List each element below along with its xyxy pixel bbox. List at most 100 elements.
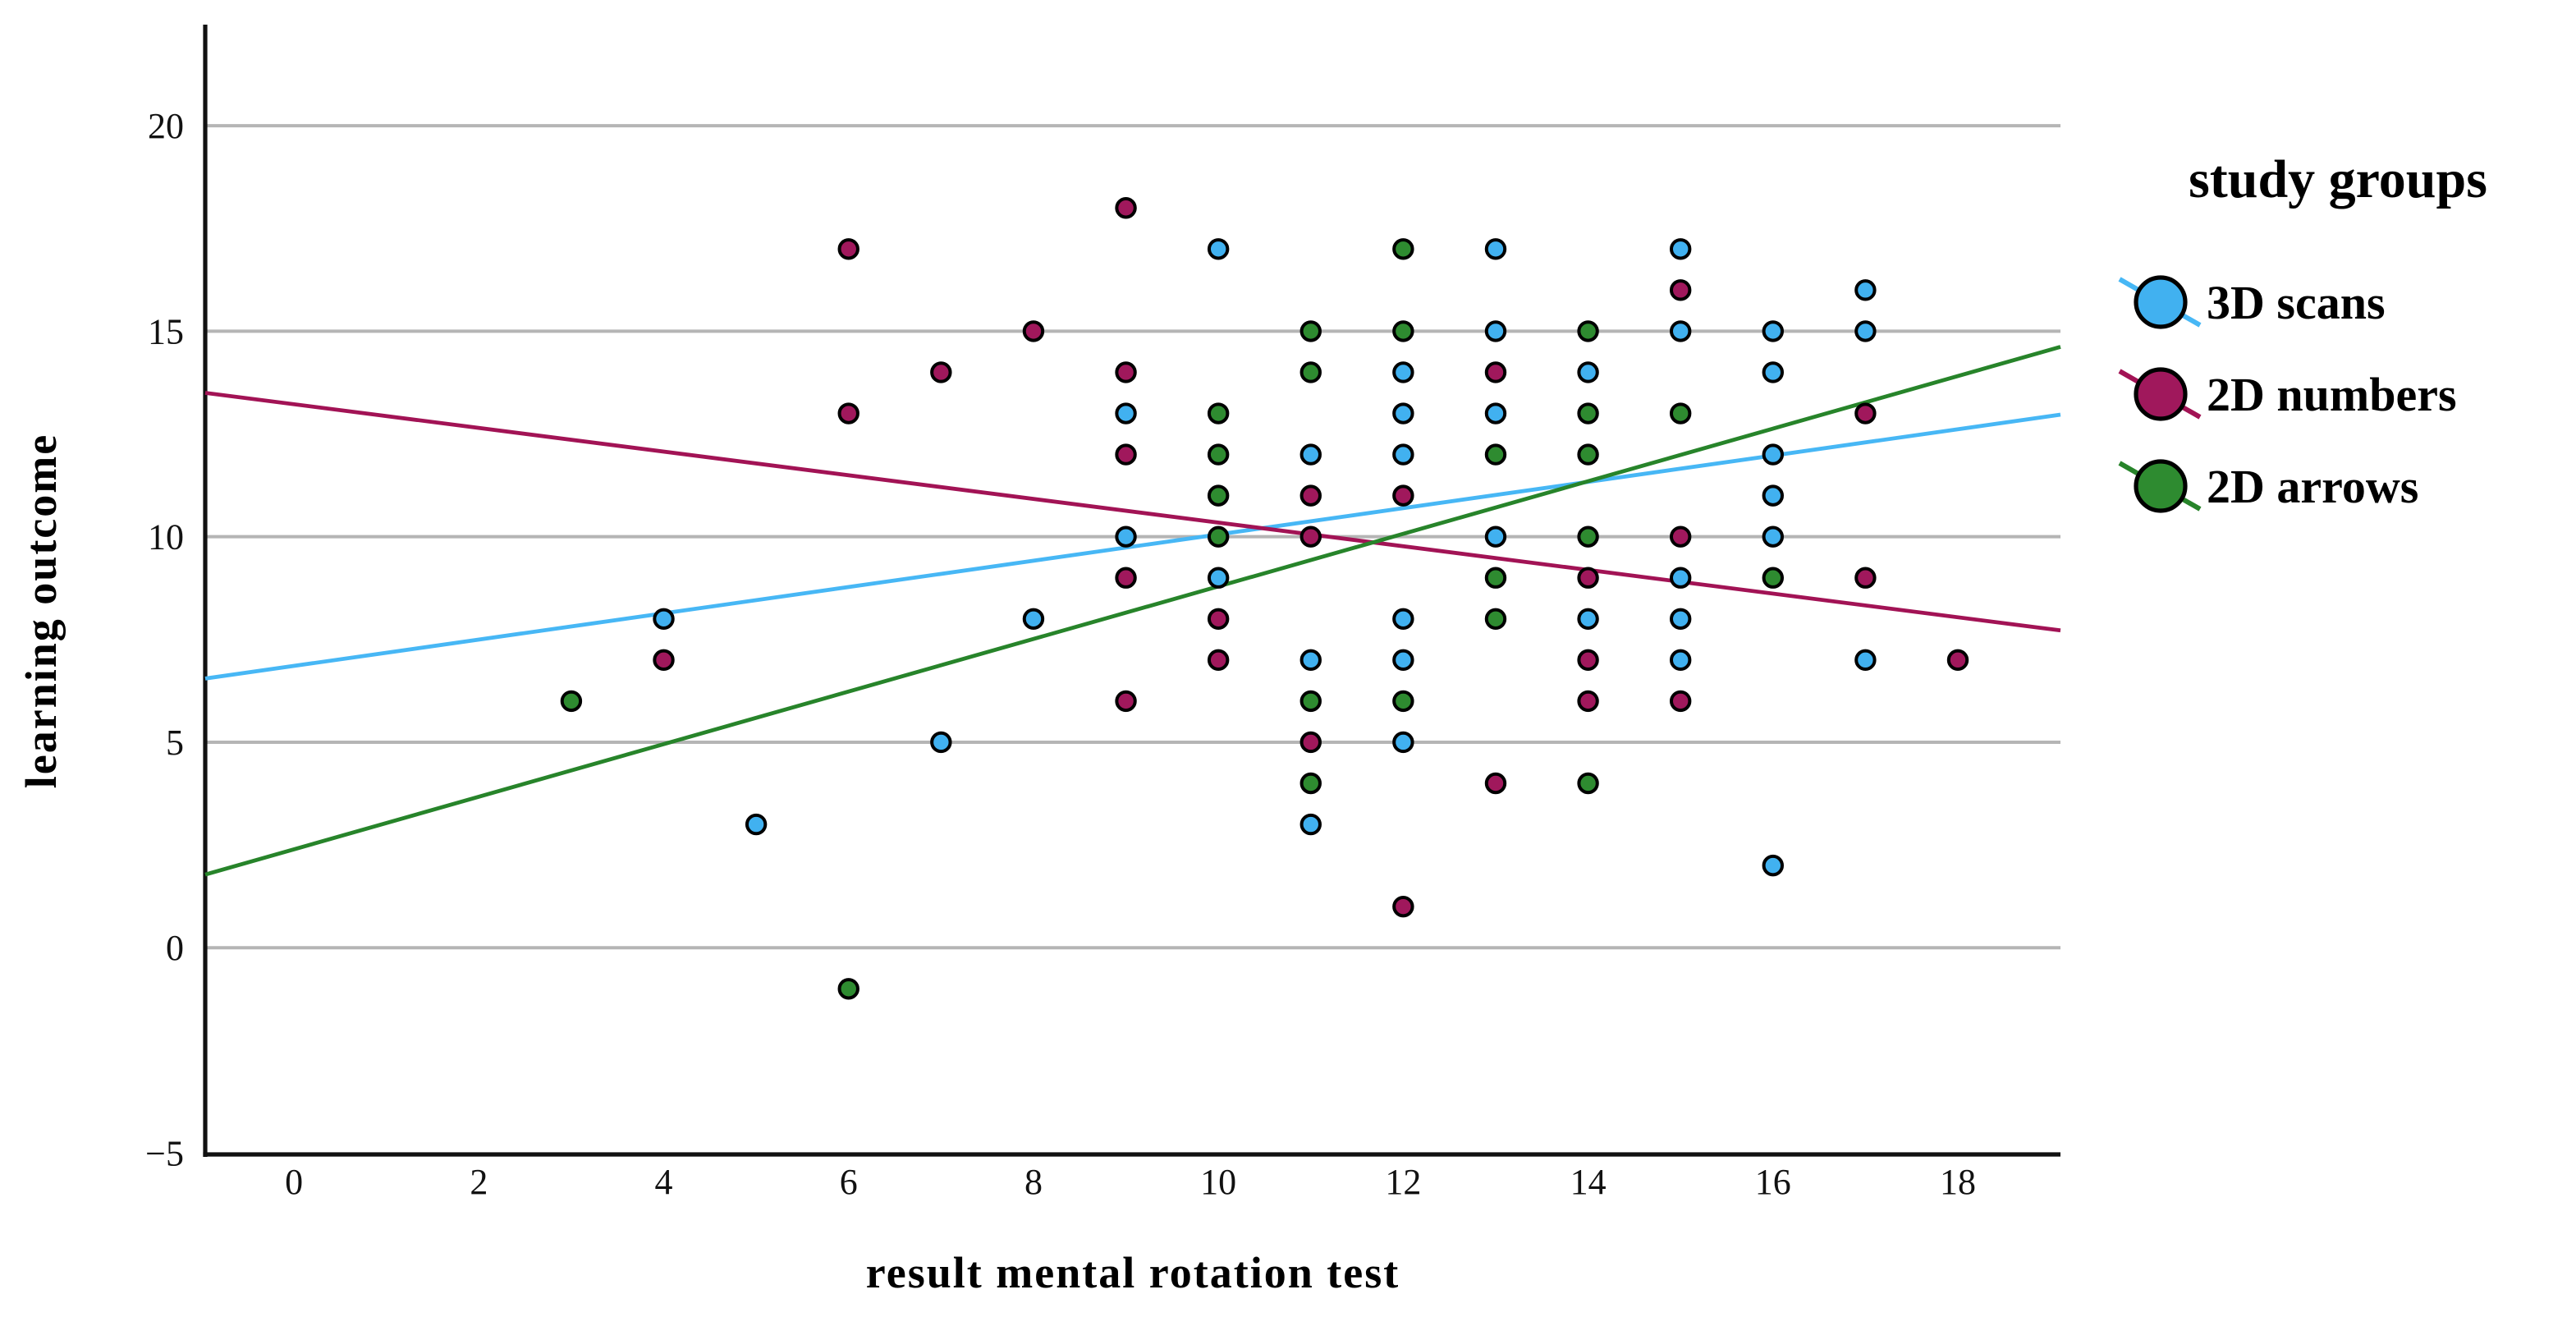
data-point-2d-numbers	[837, 238, 859, 260]
data-point-3d-scans	[1115, 525, 1137, 548]
trend-line-2d-arrows	[204, 345, 2061, 877]
data-point-3d-scans	[1854, 279, 1877, 301]
data-point-3d-scans	[1762, 443, 1784, 466]
data-point-2d-arrows	[1577, 525, 1599, 548]
data-point-3d-scans	[1484, 525, 1507, 548]
data-point-2d-numbers	[1854, 402, 1877, 424]
legend: study groups 3D scans 2D numbers 2D arro…	[2118, 149, 2487, 513]
x-axis-title: result mental rotation test	[866, 1248, 1400, 1297]
data-point-2d-numbers	[930, 361, 952, 383]
x-tick-label: 18	[1940, 1162, 1976, 1202]
data-point-2d-arrows	[1484, 443, 1507, 466]
legend-marker-circle-0	[2134, 275, 2188, 329]
data-point-3d-scans	[1484, 402, 1507, 424]
data-point-2d-arrows	[1484, 608, 1507, 630]
y-axis-title: learning outcome	[16, 434, 66, 788]
plot-area: 0 2 4 6 8 10 12 14 16 18 −5 0 5 10 15 20	[145, 25, 2061, 1202]
data-point-2d-numbers	[1207, 608, 1230, 630]
x-tick-label: 16	[1755, 1162, 1791, 1202]
data-point-3d-scans	[1299, 813, 1322, 836]
data-point-3d-scans	[1762, 525, 1784, 548]
data-point-2d-arrows	[1207, 484, 1230, 507]
x-tick-label: 2	[470, 1162, 488, 1202]
legend-marker-circle-1	[2134, 367, 2188, 421]
data-point-2d-numbers	[1299, 525, 1322, 548]
x-tick-label: 0	[285, 1162, 303, 1202]
data-point-2d-arrows	[1207, 402, 1230, 424]
data-point-3d-scans	[1484, 320, 1507, 342]
data-point-3d-scans	[1392, 361, 1414, 383]
data-point-2d-numbers	[1115, 197, 1137, 219]
data-point-2d-arrows	[837, 978, 859, 1000]
x-tick-label: 8	[1024, 1162, 1043, 1202]
legend-item-3d-scans: 3D scans	[2118, 275, 2386, 329]
data-point-3d-scans	[1392, 402, 1414, 424]
data-point-2d-numbers	[1669, 690, 1692, 713]
data-point-3d-scans	[1854, 649, 1877, 672]
data-point-2d-arrows	[1299, 690, 1322, 713]
data-point-2d-numbers	[1577, 690, 1599, 713]
x-tick-label: 6	[840, 1162, 858, 1202]
data-point-3d-scans	[1392, 731, 1414, 754]
data-point-2d-arrows	[1484, 567, 1507, 589]
data-point-2d-numbers	[1577, 649, 1599, 672]
data-point-2d-arrows	[1299, 361, 1322, 383]
trend-line-3d-scans	[204, 412, 2061, 681]
data-point-2d-numbers	[1669, 525, 1692, 548]
legend-marker-circle-2	[2134, 459, 2188, 513]
data-point-3d-scans	[1669, 649, 1692, 672]
data-point-3d-scans	[1392, 443, 1414, 466]
data-point-3d-scans	[1854, 320, 1877, 342]
data-point-3d-scans	[1762, 854, 1784, 877]
y-tick-label: 0	[166, 928, 184, 968]
data-point-3d-scans	[1299, 649, 1322, 672]
data-point-2d-numbers	[1484, 772, 1507, 795]
data-point-3d-scans	[1669, 567, 1692, 589]
data-point-3d-scans	[930, 731, 952, 754]
y-tick-label: 5	[166, 723, 184, 763]
data-point-2d-arrows	[1207, 443, 1230, 466]
legend-title: study groups	[2189, 149, 2487, 209]
data-point-3d-scans	[1392, 608, 1414, 630]
data-point-3d-scans	[1207, 567, 1230, 589]
data-point-3d-scans	[1762, 361, 1784, 383]
data-point-2d-numbers	[653, 649, 675, 672]
data-point-3d-scans	[1669, 238, 1692, 260]
legend-item-label: 3D scans	[2207, 276, 2386, 329]
data-point-2d-numbers	[1946, 649, 1969, 672]
legend-item-2d-numbers: 2D numbers	[2118, 367, 2457, 421]
data-point-2d-arrows	[1392, 320, 1414, 342]
x-tick-label: 10	[1200, 1162, 1236, 1202]
y-tick-label: 10	[148, 517, 184, 558]
data-point-2d-numbers	[1115, 690, 1137, 713]
legend-item-2d-arrows: 2D arrows	[2118, 459, 2418, 513]
data-point-3d-scans	[1669, 608, 1692, 630]
x-tick-label: 4	[655, 1162, 673, 1202]
data-point-2d-numbers	[1392, 895, 1414, 918]
x-tick-label: 14	[1570, 1162, 1607, 1202]
data-point-2d-numbers	[1299, 731, 1322, 754]
data-point-2d-numbers	[1484, 361, 1507, 383]
data-point-2d-numbers	[1392, 484, 1414, 507]
y-tick-label: 15	[148, 311, 184, 351]
data-point-3d-scans	[1392, 649, 1414, 672]
data-point-3d-scans	[1115, 402, 1137, 424]
data-point-3d-scans	[653, 608, 675, 630]
legend-item-label: 2D numbers	[2207, 368, 2457, 421]
data-point-3d-scans	[1299, 443, 1322, 466]
data-point-2d-numbers	[1115, 361, 1137, 383]
data-point-3d-scans	[745, 813, 768, 836]
data-point-2d-arrows	[560, 690, 583, 713]
x-tick-label: 12	[1385, 1162, 1421, 1202]
data-point-2d-arrows	[1762, 567, 1784, 589]
data-point-3d-scans	[1484, 238, 1507, 260]
data-point-3d-scans	[1022, 608, 1045, 630]
data-point-3d-scans	[1762, 320, 1784, 342]
data-point-3d-scans	[1669, 320, 1692, 342]
data-point-2d-arrows	[1207, 525, 1230, 548]
data-point-2d-numbers	[837, 402, 859, 424]
data-point-2d-arrows	[1299, 772, 1322, 795]
data-point-3d-scans	[1207, 238, 1230, 260]
